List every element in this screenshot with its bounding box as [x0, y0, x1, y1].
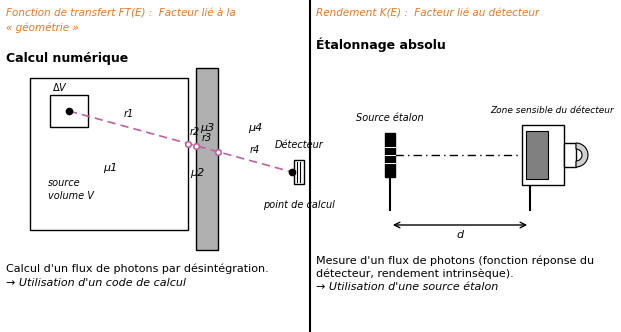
Text: d: d — [456, 230, 463, 240]
Text: r4: r4 — [250, 145, 260, 155]
Text: μ2: μ2 — [190, 168, 204, 178]
Text: r3: r3 — [202, 133, 212, 143]
Text: Calcul d'un flux de photons par désintégration.: Calcul d'un flux de photons par désintég… — [6, 264, 269, 275]
Text: → Utilisation d'un code de calcul: → Utilisation d'un code de calcul — [6, 278, 186, 288]
Text: volume V: volume V — [48, 191, 94, 201]
Text: Source étalon: Source étalon — [356, 113, 424, 123]
Bar — [522, 125, 564, 185]
Bar — [385, 133, 395, 177]
Bar — [196, 68, 218, 250]
Text: μ3: μ3 — [200, 123, 214, 133]
Bar — [526, 131, 548, 179]
Text: $\Delta V$: $\Delta V$ — [52, 81, 68, 93]
Text: Fonction de transfert FT(E) :  Facteur lié à la
« géométrie »: Fonction de transfert FT(E) : Facteur li… — [6, 8, 236, 33]
Text: Étalonnage absolu: Étalonnage absolu — [316, 38, 446, 52]
Text: → Utilisation d'une source étalon: → Utilisation d'une source étalon — [316, 282, 498, 292]
Text: Calcul numérique: Calcul numérique — [6, 52, 129, 65]
Text: source: source — [48, 178, 81, 188]
Text: Rendement K(E) :  Facteur lié au détecteur: Rendement K(E) : Facteur lié au détecteu… — [316, 8, 539, 18]
Text: μ1: μ1 — [103, 163, 117, 173]
Text: Zone sensible du détecteur: Zone sensible du détecteur — [490, 106, 614, 115]
Text: Détecteur: Détecteur — [274, 140, 324, 150]
Wedge shape — [576, 143, 588, 167]
Text: r1: r1 — [124, 109, 134, 119]
Text: point de calcul: point de calcul — [263, 200, 335, 210]
Text: μ4: μ4 — [248, 123, 262, 133]
Bar — [50, 95, 88, 127]
Text: r2: r2 — [190, 126, 200, 136]
Bar — [564, 143, 576, 167]
Bar — [294, 160, 304, 184]
Bar — [30, 78, 188, 230]
Text: Mesure d'un flux de photons (fonction réponse du
détecteur, rendement intrinsèqu: Mesure d'un flux de photons (fonction ré… — [316, 255, 594, 280]
